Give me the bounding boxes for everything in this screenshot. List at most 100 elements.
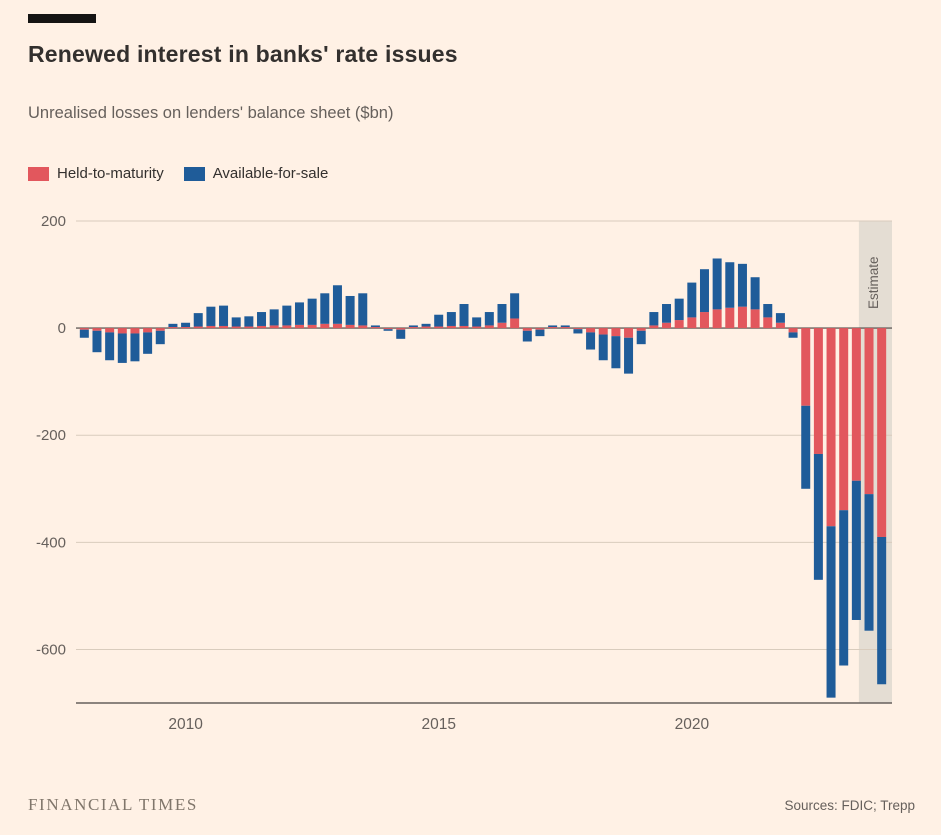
bar-held-to-maturity bbox=[510, 318, 520, 329]
bar-held-to-maturity bbox=[231, 326, 241, 329]
bar-available-for-sale bbox=[434, 314, 444, 327]
bar-available-for-sale bbox=[801, 405, 811, 489]
bar-held-to-maturity bbox=[383, 328, 393, 330]
sources-text: Sources: FDIC; Trepp bbox=[784, 798, 915, 813]
bar-held-to-maturity bbox=[105, 328, 115, 333]
bar-held-to-maturity bbox=[839, 328, 849, 511]
chart-subtitle: Unrealised losses on lenders' balance sh… bbox=[28, 104, 394, 122]
bar-available-for-sale bbox=[294, 302, 304, 325]
bar-available-for-sale bbox=[155, 330, 165, 345]
bar-available-for-sale bbox=[775, 313, 785, 323]
bar-available-for-sale bbox=[472, 317, 482, 327]
bar-held-to-maturity bbox=[775, 322, 785, 329]
bar-available-for-sale bbox=[105, 332, 115, 361]
bar-held-to-maturity bbox=[219, 325, 229, 329]
y-tick-label: 200 bbox=[41, 213, 66, 230]
bar-held-to-maturity bbox=[750, 309, 760, 329]
bar-held-to-maturity bbox=[206, 325, 216, 329]
bar-available-for-sale bbox=[573, 329, 583, 334]
legend-label-htm: Held-to-maturity bbox=[57, 165, 164, 182]
bar-held-to-maturity bbox=[257, 325, 267, 329]
bar-held-to-maturity bbox=[370, 327, 380, 329]
y-tick-label: -600 bbox=[36, 641, 66, 658]
bar-available-for-sale bbox=[636, 330, 646, 345]
bar-held-to-maturity bbox=[446, 325, 456, 329]
bar-available-for-sale bbox=[662, 304, 672, 323]
bar-available-for-sale bbox=[839, 510, 849, 666]
bar-held-to-maturity bbox=[763, 317, 773, 329]
bar-held-to-maturity bbox=[877, 328, 887, 537]
bar-held-to-maturity bbox=[624, 328, 634, 338]
bar-available-for-sale bbox=[168, 323, 178, 328]
bar-held-to-maturity bbox=[269, 325, 279, 329]
bar-held-to-maturity bbox=[497, 322, 507, 329]
chart-title: Renewed interest in banks' rate issues bbox=[28, 41, 458, 67]
bar-held-to-maturity bbox=[864, 328, 874, 495]
bar-available-for-sale bbox=[282, 305, 292, 326]
bar-held-to-maturity bbox=[434, 326, 444, 329]
bar-held-to-maturity bbox=[522, 328, 532, 331]
bar-held-to-maturity bbox=[181, 327, 191, 329]
y-tick-label: -200 bbox=[36, 427, 66, 444]
bar-available-for-sale bbox=[598, 334, 608, 361]
bar-available-for-sale bbox=[257, 312, 267, 326]
bar-available-for-sale bbox=[320, 293, 330, 324]
top-rule-bar bbox=[28, 14, 96, 23]
bar-available-for-sale bbox=[143, 332, 153, 354]
bar-available-for-sale bbox=[79, 329, 89, 338]
bar-available-for-sale bbox=[535, 329, 545, 337]
bar-held-to-maturity bbox=[586, 328, 596, 333]
bar-held-to-maturity bbox=[307, 324, 317, 329]
ft-brand-wordmark: FINANCIAL TIMES bbox=[28, 795, 198, 814]
bar-held-to-maturity bbox=[851, 328, 861, 481]
bar-held-to-maturity bbox=[573, 328, 583, 330]
bar-held-to-maturity bbox=[788, 328, 798, 333]
legend-item-held-to-maturity: Held-to-maturity bbox=[28, 165, 164, 182]
bar-held-to-maturity bbox=[282, 325, 292, 329]
bar-held-to-maturity bbox=[143, 328, 153, 333]
bar-held-to-maturity bbox=[332, 323, 342, 329]
bar-held-to-maturity bbox=[294, 324, 304, 329]
bar-available-for-sale bbox=[345, 295, 355, 325]
bar-available-for-sale bbox=[117, 333, 127, 363]
bar-available-for-sale bbox=[737, 263, 747, 307]
bar-available-for-sale bbox=[92, 330, 102, 353]
bar-held-to-maturity bbox=[826, 328, 836, 527]
bar-held-to-maturity bbox=[598, 328, 608, 335]
x-tick-label: 2010 bbox=[168, 716, 203, 733]
bar-available-for-sale bbox=[269, 309, 279, 326]
bar-held-to-maturity bbox=[79, 328, 89, 330]
y-tick-label: -400 bbox=[36, 534, 66, 551]
bar-available-for-sale bbox=[877, 536, 887, 685]
bar-held-to-maturity bbox=[408, 327, 418, 329]
bar-available-for-sale bbox=[851, 480, 861, 620]
bar-held-to-maturity bbox=[674, 320, 684, 329]
legend: Held-to-maturity Available-for-sale bbox=[28, 165, 915, 182]
bar-available-for-sale bbox=[725, 262, 735, 308]
bar-held-to-maturity bbox=[92, 328, 102, 331]
bar-available-for-sale bbox=[826, 526, 836, 698]
bar-held-to-maturity bbox=[801, 328, 811, 406]
bar-held-to-maturity bbox=[813, 328, 823, 454]
bar-held-to-maturity bbox=[358, 325, 368, 329]
bar-held-to-maturity bbox=[168, 327, 178, 329]
bar-available-for-sale bbox=[181, 322, 191, 328]
bar-available-for-sale bbox=[763, 304, 773, 318]
bar-held-to-maturity bbox=[636, 328, 646, 331]
bar-available-for-sale bbox=[130, 333, 140, 362]
footer: FINANCIAL TIMES Sources: FDIC; Trepp bbox=[28, 795, 915, 815]
estimate-band bbox=[858, 221, 892, 703]
bar-held-to-maturity bbox=[484, 325, 494, 329]
bar-held-to-maturity bbox=[725, 307, 735, 329]
bar-available-for-sale bbox=[484, 312, 494, 326]
bar-held-to-maturity bbox=[548, 327, 558, 329]
bar-available-for-sale bbox=[510, 293, 520, 319]
bar-available-for-sale bbox=[332, 285, 342, 324]
bar-available-for-sale bbox=[522, 330, 532, 342]
bar-held-to-maturity bbox=[155, 328, 165, 331]
htm-swatch bbox=[28, 166, 49, 181]
x-tick-label: 2020 bbox=[675, 716, 710, 733]
bar-available-for-sale bbox=[674, 298, 684, 321]
bar-held-to-maturity bbox=[459, 325, 469, 329]
